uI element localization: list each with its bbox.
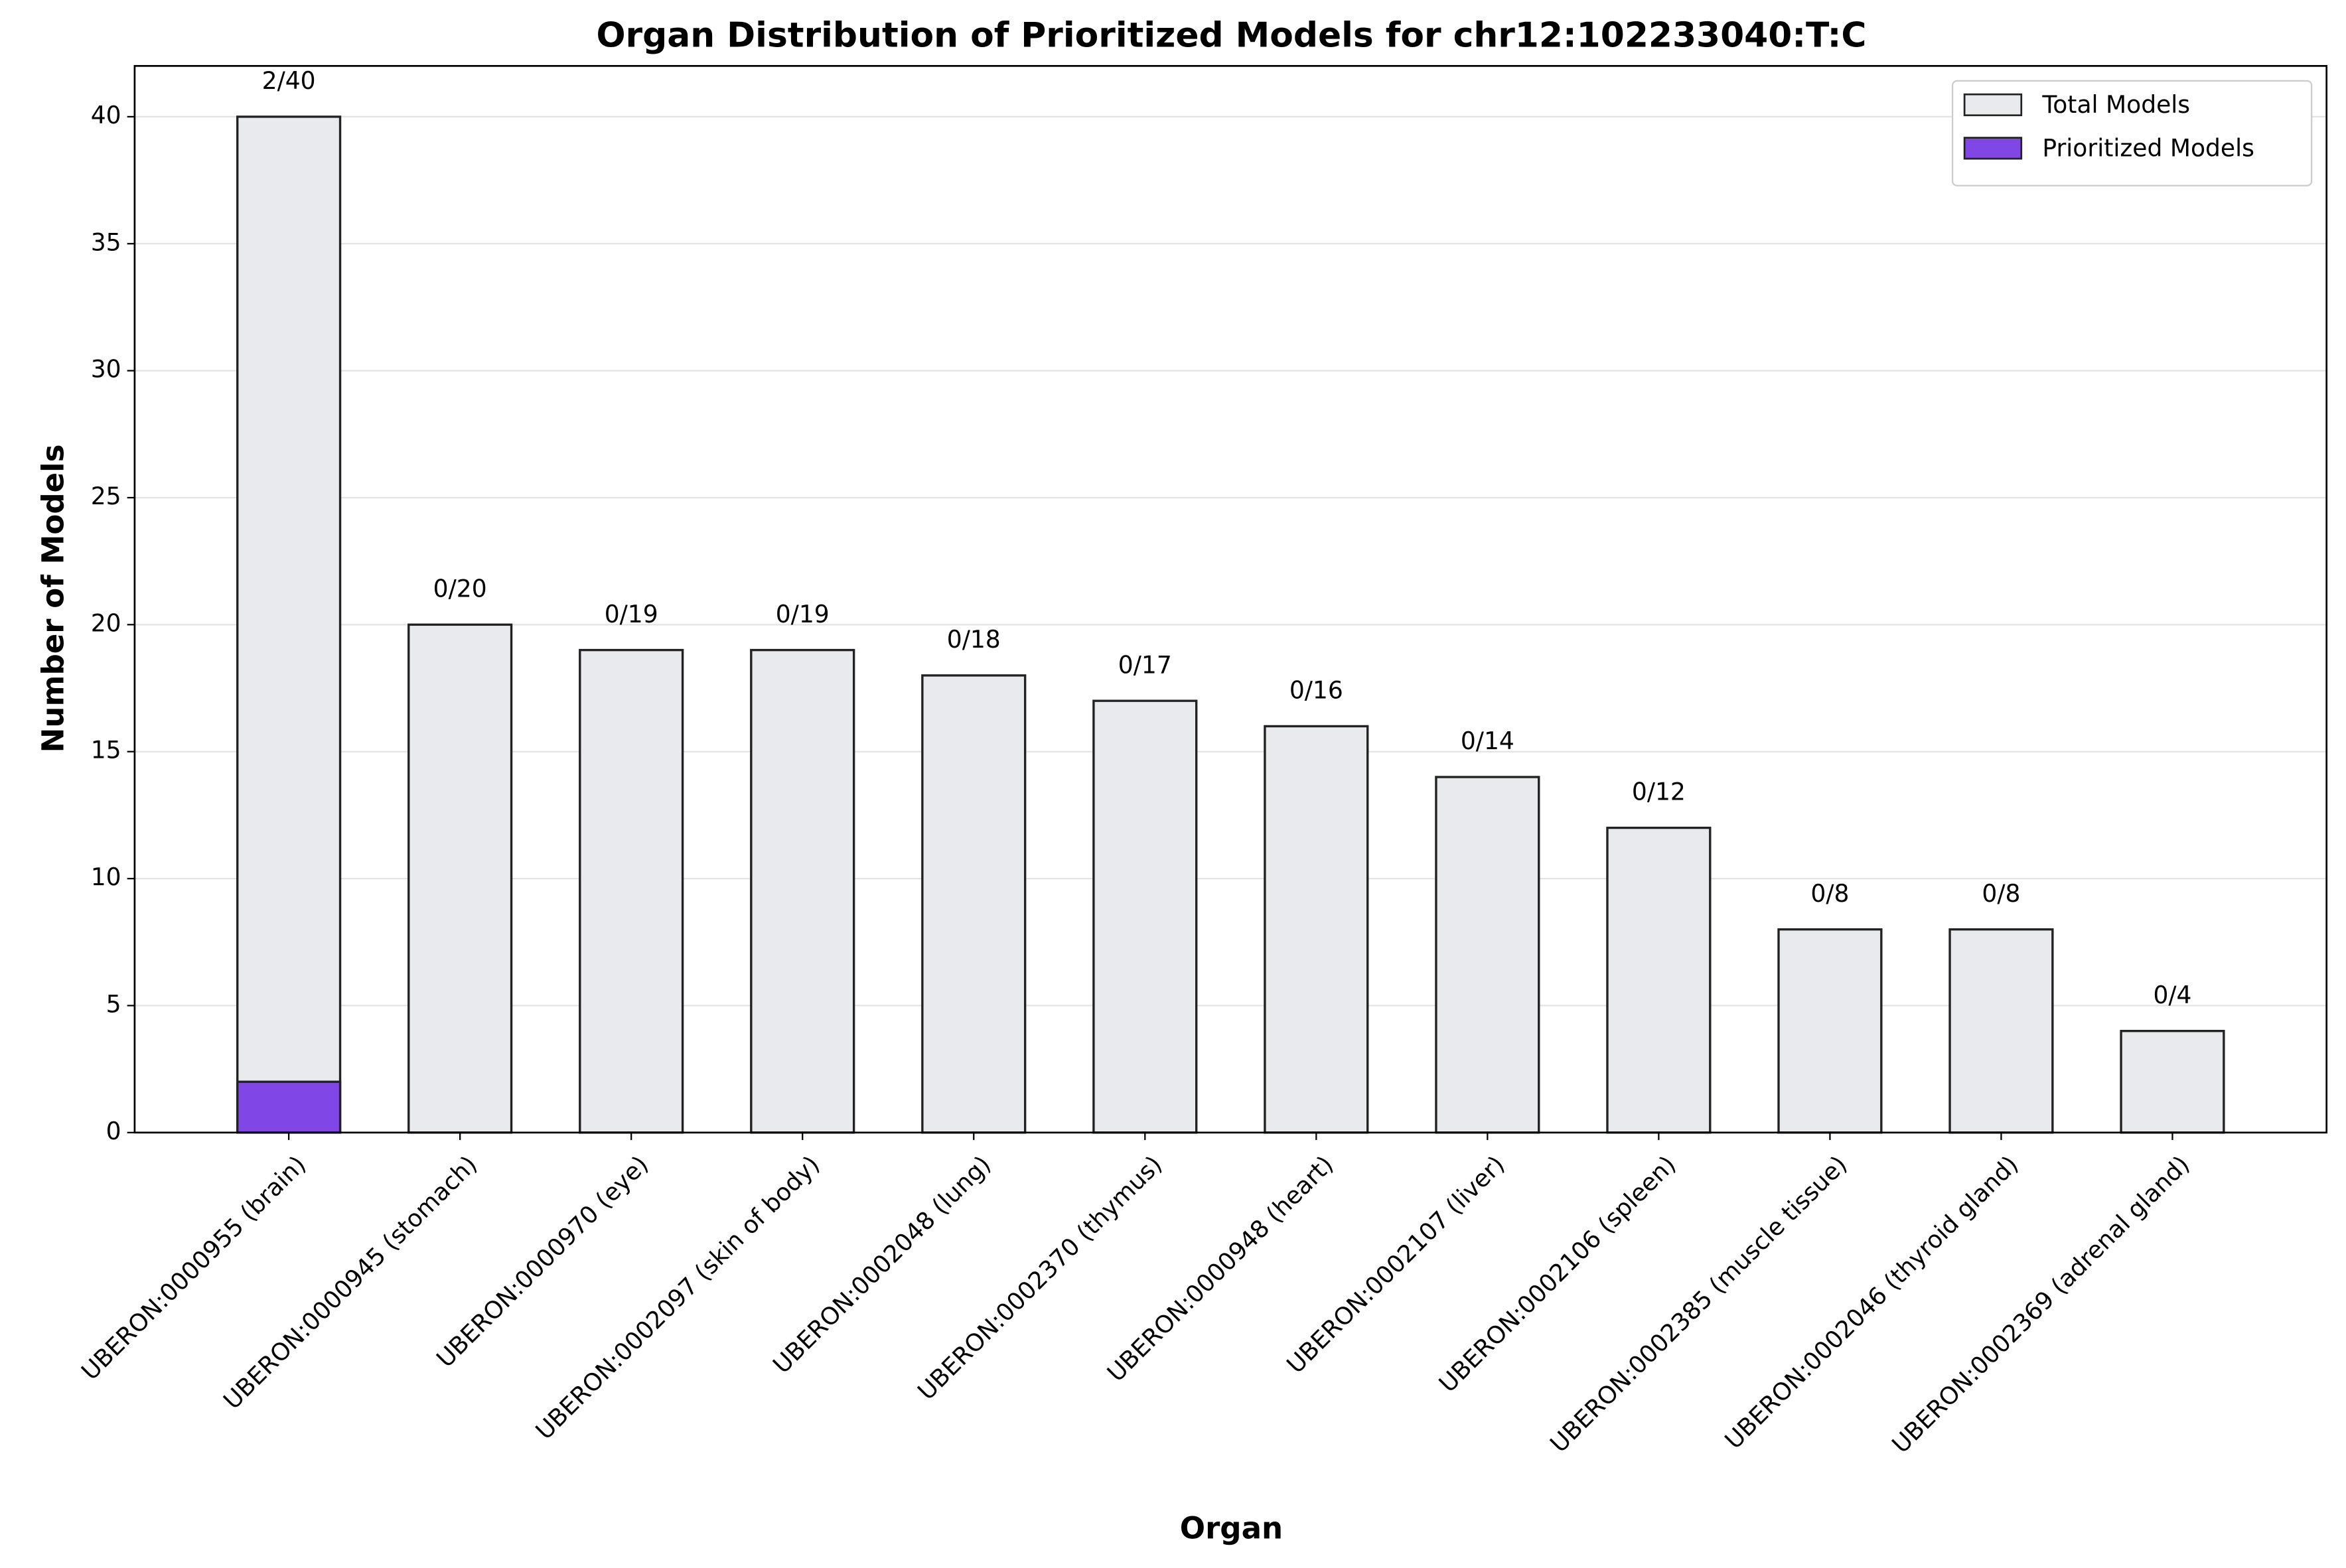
y-tick-label: 25 (91, 482, 121, 510)
y-tick-label: 0 (106, 1117, 121, 1145)
value-label: 0/8 (1982, 880, 2020, 908)
bar (1777, 928, 1883, 1134)
value-label: 0/4 (2153, 981, 2191, 1009)
x-axis-label: Organ (1180, 1510, 1283, 1545)
bar (2120, 1030, 2225, 1134)
legend-swatch (1963, 137, 2023, 160)
bar (921, 674, 1027, 1134)
value-label: 0/16 (1289, 677, 1343, 705)
value-label: 2/40 (262, 67, 316, 95)
bar (1435, 776, 1540, 1134)
y-tick-label: 10 (91, 863, 121, 891)
value-label: 0/8 (1810, 880, 1849, 908)
bar (1606, 826, 1712, 1134)
y-tick-label: 40 (91, 102, 121, 129)
legend-label: Prioritized Models (2042, 135, 2254, 163)
chart-title: Organ Distribution of Prioritized Models… (596, 16, 1866, 56)
bar (750, 648, 855, 1134)
y-tick-label: 5 (106, 990, 121, 1018)
legend-box (1951, 80, 2313, 186)
y-tick-label: 35 (91, 228, 121, 256)
bar (236, 1080, 342, 1134)
value-label: 0/19 (605, 601, 658, 628)
value-label: 0/12 (1632, 778, 1686, 806)
value-label: 0/17 (1118, 651, 1172, 679)
value-label: 0/20 (433, 575, 487, 603)
y-tick-label: 20 (91, 609, 121, 637)
value-label: 0/18 (947, 626, 1001, 654)
legend-swatch (1963, 93, 2023, 117)
y-tick-label: 15 (91, 737, 121, 764)
y-axis-label: Number of Models (35, 445, 70, 753)
bar (407, 623, 513, 1134)
legend: Total Models Prioritized Models (1951, 80, 2313, 186)
bar (1264, 725, 1369, 1134)
bar (1948, 928, 2054, 1134)
bar (579, 648, 684, 1134)
legend-label: Total Models (2041, 91, 2190, 119)
bar (1092, 699, 1198, 1134)
bar (236, 115, 342, 1134)
value-label: 0/19 (776, 601, 830, 628)
plot-frame (133, 65, 2328, 1134)
y-tick-label: 30 (91, 356, 121, 384)
value-label: 0/14 (1461, 727, 1514, 755)
